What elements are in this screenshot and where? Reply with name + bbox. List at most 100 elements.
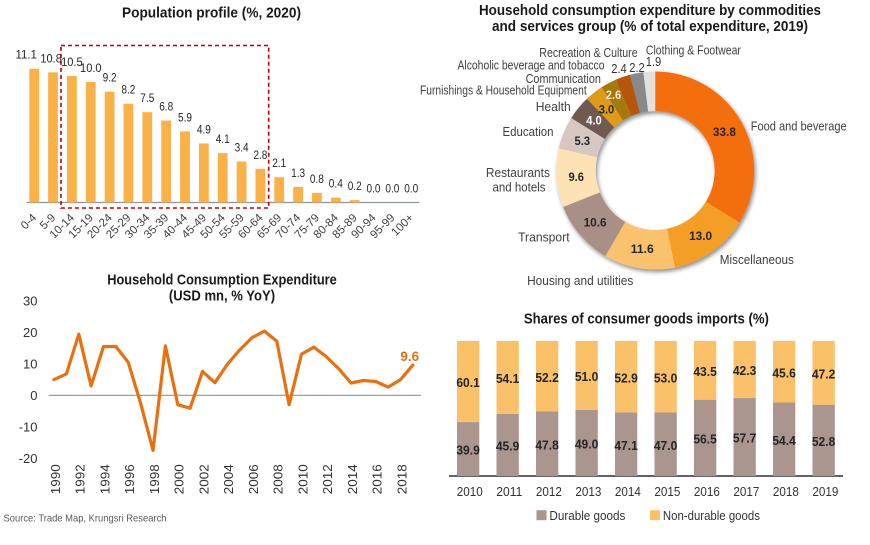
svg-text:Health: Health xyxy=(536,99,571,114)
svg-text:2013: 2013 xyxy=(575,485,601,499)
svg-text:57.7: 57.7 xyxy=(733,432,757,446)
svg-text:1996: 1996 xyxy=(122,464,137,494)
svg-text:Clothing & Footwear: Clothing & Footwear xyxy=(646,43,742,58)
svg-text:49.0: 49.0 xyxy=(575,438,599,452)
svg-text:Restaurants: Restaurants xyxy=(486,165,550,180)
svg-text:1990: 1990 xyxy=(48,464,63,494)
svg-text:8.2: 8.2 xyxy=(121,85,135,97)
svg-text:Alcoholic beverage and tobacco: Alcoholic beverage and tobacco xyxy=(458,58,605,73)
svg-text:-20: -20 xyxy=(19,451,38,466)
svg-text:2.2: 2.2 xyxy=(629,61,645,75)
svg-text:33.8: 33.8 xyxy=(713,125,736,139)
svg-text:9.6: 9.6 xyxy=(568,170,584,184)
svg-text:10.5: 10.5 xyxy=(61,57,83,69)
svg-text:56.5: 56.5 xyxy=(693,433,717,447)
svg-text:4.9: 4.9 xyxy=(197,125,211,137)
svg-text:Furnishings & Household Equipm: Furnishings & Household Equipment xyxy=(420,83,587,98)
svg-text:Source: Trade Map, Krungsri Re: Source: Trade Map, Krungsri Research xyxy=(4,513,167,525)
svg-text:6.8: 6.8 xyxy=(159,102,173,114)
svg-text:5.9: 5.9 xyxy=(178,112,192,124)
svg-text:Non-durable goods: Non-durable goods xyxy=(663,508,760,523)
svg-text:2014: 2014 xyxy=(615,485,641,499)
svg-text:1994: 1994 xyxy=(97,464,112,494)
svg-text:0: 0 xyxy=(30,388,37,403)
svg-text:11.1: 11.1 xyxy=(15,50,37,62)
svg-text:2000: 2000 xyxy=(172,464,187,494)
svg-text:3.4: 3.4 xyxy=(235,143,250,155)
svg-text:42.3: 42.3 xyxy=(733,364,757,378)
svg-text:2002: 2002 xyxy=(196,464,211,494)
svg-text:10: 10 xyxy=(23,356,37,371)
svg-text:47.1: 47.1 xyxy=(614,439,638,453)
svg-text:2006: 2006 xyxy=(246,464,261,494)
svg-text:Household Consumption Expendit: Household Consumption Expenditure xyxy=(107,272,337,289)
svg-text:and services group (% of total: and services group (% of total expenditu… xyxy=(492,18,808,35)
svg-text:0.4: 0.4 xyxy=(329,179,344,191)
svg-text:30: 30 xyxy=(23,294,37,309)
svg-text:1.9: 1.9 xyxy=(646,55,662,69)
svg-text:Durable goods: Durable goods xyxy=(549,508,625,523)
svg-text:Shares of consumer goods impor: Shares of consumer goods imports (%) xyxy=(524,311,769,328)
svg-text:and hotels: and hotels xyxy=(493,180,546,195)
svg-text:0.8: 0.8 xyxy=(310,174,324,186)
svg-text:1998: 1998 xyxy=(147,464,162,494)
svg-text:10.0: 10.0 xyxy=(80,63,102,75)
svg-text:0.0: 0.0 xyxy=(404,184,418,196)
svg-text:2012: 2012 xyxy=(536,485,562,499)
svg-text:Housing and utilities: Housing and utilities xyxy=(527,273,634,288)
svg-text:Household consumption expendit: Household consumption expenditure by com… xyxy=(479,2,821,19)
svg-text:45.6: 45.6 xyxy=(772,366,796,380)
svg-text:47.2: 47.2 xyxy=(812,368,836,382)
svg-text:(USD mn, % YoY): (USD mn, % YoY) xyxy=(169,288,275,305)
svg-text:7.5: 7.5 xyxy=(140,93,154,105)
svg-text:13.0: 13.0 xyxy=(689,229,712,243)
svg-text:Education: Education xyxy=(503,124,554,139)
svg-text:3.0: 3.0 xyxy=(599,102,615,116)
svg-text:2.4: 2.4 xyxy=(611,62,627,76)
svg-text:53.0: 53.0 xyxy=(654,371,678,385)
svg-text:Transport: Transport xyxy=(518,230,570,245)
svg-text:2.6: 2.6 xyxy=(606,88,622,102)
svg-text:2004: 2004 xyxy=(221,464,236,494)
svg-text:52.8: 52.8 xyxy=(812,435,836,449)
svg-text:4.0: 4.0 xyxy=(586,113,602,127)
svg-text:11.6: 11.6 xyxy=(631,242,654,256)
svg-text:2015: 2015 xyxy=(654,485,680,499)
svg-text:Population profile (%, 2020): Population profile (%, 2020) xyxy=(122,4,301,21)
svg-text:1992: 1992 xyxy=(73,464,88,494)
svg-text:2017: 2017 xyxy=(733,485,759,499)
svg-text:0.0: 0.0 xyxy=(385,184,399,196)
svg-text:2016: 2016 xyxy=(370,464,385,494)
svg-text:5.3: 5.3 xyxy=(575,134,591,148)
svg-text:Recreation & Culture: Recreation & Culture xyxy=(539,45,637,60)
svg-text:0.0: 0.0 xyxy=(367,184,381,196)
svg-text:52.9: 52.9 xyxy=(614,371,638,385)
svg-text:39.9: 39.9 xyxy=(456,444,480,458)
svg-text:1.3: 1.3 xyxy=(291,168,305,180)
svg-text:47.0: 47.0 xyxy=(654,439,678,453)
svg-text:2010: 2010 xyxy=(457,485,483,499)
svg-text:2019: 2019 xyxy=(812,485,838,499)
svg-text:9.2: 9.2 xyxy=(103,73,117,85)
svg-text:9.6: 9.6 xyxy=(400,349,419,364)
svg-text:2012: 2012 xyxy=(320,464,335,494)
svg-text:54.1: 54.1 xyxy=(496,372,520,386)
svg-text:2010: 2010 xyxy=(295,464,310,494)
svg-text:52.2: 52.2 xyxy=(535,371,559,385)
svg-text:20: 20 xyxy=(23,325,37,340)
svg-text:51.0: 51.0 xyxy=(575,370,599,384)
svg-text:Miscellaneous: Miscellaneous xyxy=(720,252,794,267)
svg-text:60.1: 60.1 xyxy=(456,376,480,390)
svg-text:Communication: Communication xyxy=(526,71,601,86)
svg-text:2016: 2016 xyxy=(694,485,720,499)
svg-text:45.9: 45.9 xyxy=(496,440,520,454)
svg-text:43.5: 43.5 xyxy=(693,365,717,379)
svg-text:2.8: 2.8 xyxy=(253,150,267,162)
svg-text:2014: 2014 xyxy=(345,464,360,494)
svg-text:47.8: 47.8 xyxy=(535,438,559,452)
svg-text:2011: 2011 xyxy=(496,485,522,499)
svg-text:0.2: 0.2 xyxy=(348,181,362,193)
svg-text:Food and beverage: Food and beverage xyxy=(751,118,847,133)
svg-text:4.1: 4.1 xyxy=(216,134,230,146)
svg-text:2018: 2018 xyxy=(773,485,799,499)
